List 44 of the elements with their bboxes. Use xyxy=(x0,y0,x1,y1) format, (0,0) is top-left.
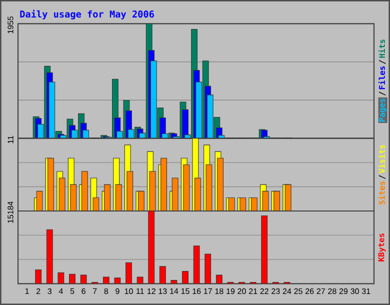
x-tick-label: 24 xyxy=(282,288,292,294)
x-tick-label: 31 xyxy=(362,288,370,294)
x-tick-label: 28 xyxy=(328,288,336,294)
x-tick-label: 10 xyxy=(124,288,133,294)
text: / xyxy=(379,60,386,64)
text: KBytes xyxy=(378,234,386,262)
x-tick-label: 22 xyxy=(260,288,268,294)
text: Files xyxy=(378,66,386,90)
chart-title: Daily usage for May 2006 xyxy=(20,10,154,20)
x-tick-label: 26 xyxy=(306,288,314,294)
x-tick-label: 30 xyxy=(350,288,359,294)
x-tick-label: 1 xyxy=(25,288,29,294)
x-tick-label: 4 xyxy=(58,288,63,294)
x-tick-label: 23 xyxy=(272,288,280,294)
x-tick-label: 20 xyxy=(238,288,246,294)
x-tick-label: 18 xyxy=(215,288,224,294)
x-tick-label: 11 xyxy=(136,288,144,294)
x-tick-label: 17 xyxy=(204,288,212,294)
x-tick-label: 19 xyxy=(226,288,235,294)
x-tick-label: 7 xyxy=(93,288,97,294)
y-tick-label: 1955 xyxy=(8,16,14,34)
x-tick-label: 2 xyxy=(36,288,40,294)
x-tick-label: 8 xyxy=(104,288,108,294)
x-tick-label: 6 xyxy=(82,288,86,294)
x-tick-label: 21 xyxy=(249,288,258,294)
text: Hits xyxy=(378,40,386,58)
x-tick-label: 15 xyxy=(181,288,190,294)
x-tick-label: 27 xyxy=(316,288,325,294)
x-tick-label: 9 xyxy=(116,288,120,294)
x-tick-label: 5 xyxy=(70,288,74,294)
x-tick-label: 14 xyxy=(170,288,178,294)
x-tick-label: 13 xyxy=(158,288,167,294)
text: / xyxy=(378,175,386,180)
x-tick-label: 25 xyxy=(294,288,302,294)
x-tick-label: 12 xyxy=(148,288,156,294)
x-tick-label: 16 xyxy=(192,288,201,294)
x-tick-label: 29 xyxy=(339,288,348,294)
y-tick-label: 11 xyxy=(8,136,14,144)
x-tick-label: 3 xyxy=(48,288,52,294)
text: / xyxy=(379,92,386,96)
y-tick-label: 15184 xyxy=(8,201,14,223)
text: Visits xyxy=(378,145,385,174)
text: Sites xyxy=(378,181,385,204)
text: Pages xyxy=(379,98,387,122)
